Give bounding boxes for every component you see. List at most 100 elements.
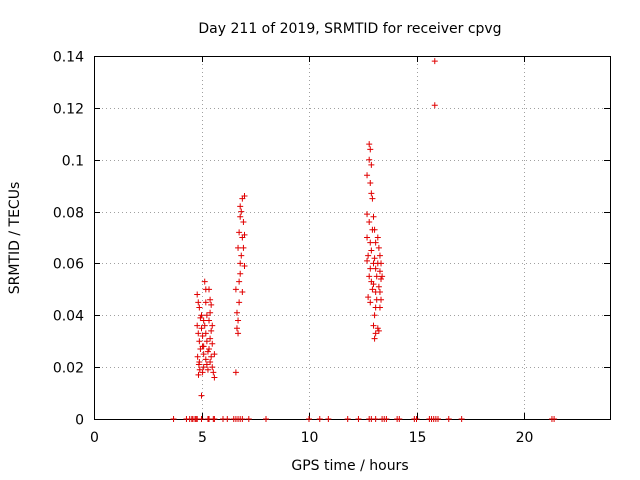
data-point [199,369,206,376]
data-point [200,351,207,358]
data-point [458,416,465,422]
data-point [199,343,206,350]
data-point [376,288,383,295]
data-point [232,369,239,376]
data-point [263,416,269,422]
data-point [201,322,208,329]
data-point [375,244,382,251]
data-point [202,330,209,337]
data-point [194,322,201,329]
data-point [367,146,374,153]
data-point [373,273,380,280]
data-point [241,231,248,238]
data-point [196,358,203,365]
data-point [237,270,244,277]
data-point [378,275,385,282]
data-point [370,322,377,329]
data-point [202,356,209,363]
data-point [206,286,213,293]
data-point [207,335,214,342]
data-point [413,416,420,422]
y-tick-label: 0.02 [53,361,84,377]
data-point [364,257,371,264]
data-point [198,325,205,332]
data-point [370,281,377,288]
data-point [202,299,209,306]
data-point [170,416,177,422]
data-point [367,299,374,306]
data-point [194,353,201,360]
data-point [355,416,362,422]
data-point [237,260,244,267]
data-point [208,353,215,360]
x-tick-label: 10 [301,430,319,446]
y-tick-label: 0 [75,413,84,429]
data-point [196,304,203,311]
y-tick-label: 0.06 [53,257,84,273]
data-point [204,366,211,373]
data-point [197,314,204,321]
x-tick-label: 5 [198,430,207,446]
data-point [224,416,231,422]
data-point [195,299,202,306]
data-point [364,234,371,241]
data-point [367,239,374,246]
data-point [445,416,452,422]
data-point [372,330,379,337]
data-point [199,333,206,340]
data-point [237,213,244,220]
data-point [237,203,244,210]
data-point [383,416,390,422]
data-point [236,278,243,285]
data-point [203,361,210,368]
data-point [368,161,375,168]
data-point [366,218,373,225]
data-point [396,416,403,422]
data-point [376,304,383,311]
data-point [209,340,216,347]
data-point [306,416,312,422]
data-point [431,102,438,109]
data-point [238,208,245,215]
data-point [365,294,372,301]
data-point [233,325,240,332]
data-point [551,416,558,422]
data-point [235,317,242,324]
y-axis-label: SRMTID / TECUs [7,182,23,295]
data-point [367,265,374,272]
data-point [369,286,376,293]
data-point [195,330,202,337]
data-point [208,301,215,308]
data-point [208,327,215,334]
data-point [241,263,248,270]
data-point [378,296,385,303]
data-point [366,156,373,163]
data-point [370,213,377,220]
data-point [236,299,243,306]
data-point [206,345,213,352]
x-tick-label: 15 [409,430,427,446]
data-point [198,312,205,319]
x-axis-label: GPS time / hours [291,458,408,474]
data-point [379,273,386,280]
data-point [371,312,378,319]
grid [94,56,610,419]
data-point [378,260,385,267]
data-point [369,195,376,202]
data-point [207,309,214,316]
data-point [371,255,378,262]
axis-ticks: 0 5 10 15 20 0 0.02 0.04 0.06 0.08 0.1 0.12 0.14 [53,50,610,446]
data-point [371,335,378,342]
data-point [211,416,218,422]
data-point [235,244,242,251]
data-point [374,325,381,332]
data-point [233,309,240,316]
data-point [365,252,372,259]
data-point [431,58,438,65]
data-point [200,317,207,324]
data-point [240,218,247,225]
y-tick-label: 0.1 [62,154,84,170]
data-point [235,330,242,337]
data-point [210,369,217,376]
data-point [367,180,374,187]
